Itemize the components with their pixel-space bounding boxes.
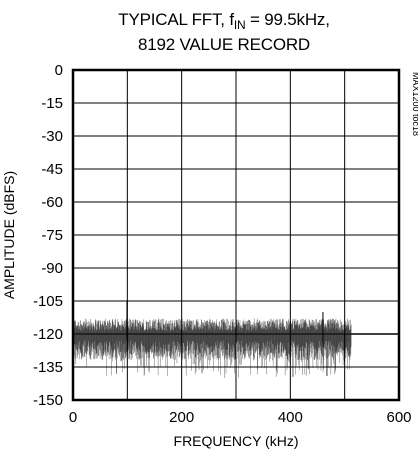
- noise-floor-path: [73, 318, 352, 378]
- y-tick-label: -135: [33, 359, 63, 376]
- chart-title-line2: 8192 VALUE RECORD: [138, 35, 310, 54]
- y-tick-label: -120: [33, 326, 63, 343]
- y-tick-label: -15: [41, 95, 63, 112]
- y-tick-label: -90: [41, 260, 63, 277]
- y-tick-label: -105: [33, 293, 63, 310]
- y-axis-label: AMPLITUDE (dBFS): [1, 171, 17, 299]
- plot-frame: [71, 68, 401, 402]
- x-axis-label: FREQUENCY (kHz): [174, 433, 299, 449]
- x-tick-label: 0: [69, 409, 77, 426]
- x-tick-labels: 0 200 400 600: [69, 409, 412, 426]
- figure-id-note: MAX1200 toc18: [411, 72, 418, 136]
- y-tick-labels: 0 -15 -30 -45 -60 -75 -90 -105 -120 -135 -150: [33, 62, 63, 409]
- x-tick-label: 400: [278, 409, 303, 426]
- y-tick-label: -45: [41, 161, 63, 178]
- fft-trace: [73, 301, 399, 378]
- y-tick-label: -150: [33, 392, 63, 409]
- y-tick-label: -60: [41, 194, 63, 211]
- x-tick-label: 200: [169, 409, 194, 426]
- y-tick-label: 0: [55, 62, 63, 79]
- y-tick-label: -30: [41, 128, 63, 145]
- y-tick-label: -75: [41, 227, 63, 244]
- x-tick-label: 600: [386, 409, 411, 426]
- chart-title-line1: TYPICAL FFT, fIN = 99.5kHz,: [118, 10, 329, 32]
